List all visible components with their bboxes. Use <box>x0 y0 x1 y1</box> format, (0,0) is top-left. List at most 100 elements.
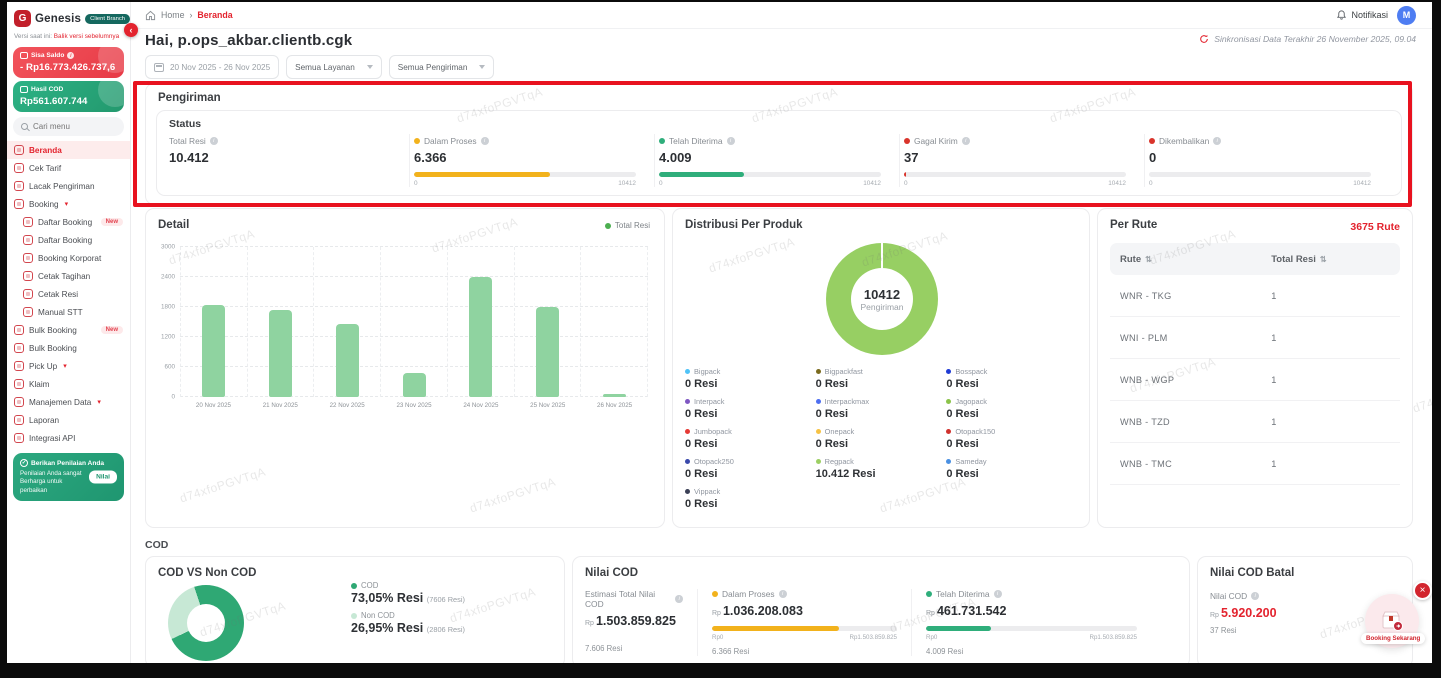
product-name: Bigpackfast <box>824 367 863 376</box>
table-row[interactable]: WNR - TKG 1 <box>1110 275 1400 317</box>
scale-max: Rp1.503.859.825 <box>1089 634 1137 641</box>
hasil-cod-card[interactable]: Hasil COD Rp561.607.744 <box>13 81 124 112</box>
notification-button[interactable]: Notifikasi <box>1336 9 1388 21</box>
nilai-progress-fill <box>712 626 840 631</box>
stat-progress-fill <box>414 172 550 177</box>
col-total-resi: Total Resi <box>1271 253 1316 265</box>
sidebar-item-pick-up-12[interactable]: Pick Up ▾ <box>7 357 130 375</box>
hasil-cod-label: Hasil COD <box>31 86 64 93</box>
legend-dot <box>604 222 611 229</box>
total-resi-cell: 1 <box>1271 332 1277 343</box>
cod-vs-noncod-card: COD VS Non COD COD 73,05% Resi (7606 Res… <box>145 556 565 663</box>
table-row[interactable]: WNB - TMC 1 <box>1110 443 1400 485</box>
status-dot <box>904 138 910 144</box>
sidebar-item-label: Laporan <box>29 415 60 425</box>
sidebar-item-integrasi-api-16[interactable]: Integrasi API <box>7 429 130 447</box>
pick-up-icon <box>14 361 24 371</box>
detail-chart-card: Detail Total Resi 0 600 1200 1800 2400 3000 2… <box>145 208 665 528</box>
donut-center-label: Pengiriman <box>860 301 904 312</box>
currency-prefix: Rp <box>712 610 721 617</box>
sidebar-item-booking-3[interactable]: Booking ▾ <box>7 195 130 213</box>
product-name-row: Otopack250 <box>685 457 816 466</box>
sidebar-collapse-button[interactable]: ‹ <box>124 23 138 37</box>
sidebar-item-label: Daftar Booking <box>38 217 93 227</box>
cod-label: COD <box>361 581 379 590</box>
sort-icon[interactable]: ⇅ <box>1319 254 1327 264</box>
rollback-version-link[interactable]: Balik versi sebelumnya <box>53 33 120 40</box>
product-dot <box>815 459 821 464</box>
table-row[interactable]: WNB - WGP 1 <box>1110 359 1400 401</box>
product-name-row: Sameday <box>946 457 1077 466</box>
info-icon[interactable]: i <box>209 137 218 145</box>
sidebar-item-lacak-pengiriman-2[interactable]: Lacak Pengiriman <box>7 177 130 195</box>
sidebar-item-bulk-booking-11[interactable]: Bulk Booking <box>7 339 130 357</box>
nilai-amount: Rp 1.036.208.083 <box>712 604 897 618</box>
rating-icon: ✓ <box>20 459 28 467</box>
beranda-icon <box>14 145 24 155</box>
table-row[interactable]: WNB - TZD 1 <box>1110 401 1400 443</box>
info-icon[interactable]: i <box>1251 592 1260 600</box>
nilai-cod-card: Nilai COD Estimasi Total Nilai COD i Rp 1.5… <box>572 556 1190 663</box>
table-row[interactable]: WNI - PLM 1 <box>1110 317 1400 359</box>
sidebar-item-beranda-0[interactable]: Beranda <box>7 141 130 159</box>
sidebar-item-cek-tarif-1[interactable]: Cek Tarif <box>7 159 130 177</box>
sidebar-item-cetak-tagihan-7[interactable]: Cetak Tagihan <box>7 267 130 285</box>
client-branch-badge: Client Branch <box>85 13 130 24</box>
sidebar-item-klaim-13[interactable]: Klaim <box>7 375 130 393</box>
info-icon[interactable]: i <box>726 137 735 145</box>
status-stat-telah-diterima: Telah Diterima i 4.009 0 10412 <box>655 134 900 187</box>
cod-legend: COD 73,05% Resi (7606 Resi) Non COD 26,9… <box>351 581 465 641</box>
nilai-resi-count: 6.366 Resi <box>712 647 750 656</box>
info-icon[interactable]: i <box>993 590 1002 598</box>
stat-head: Dikembalikan i <box>1149 136 1371 146</box>
info-icon[interactable]: i <box>778 590 787 598</box>
search-input[interactable] <box>33 122 113 131</box>
gridline: 600 <box>164 364 648 371</box>
noncod-label: Non COD <box>361 611 395 620</box>
scale-min: Rp0 <box>926 634 938 641</box>
status-dot <box>1149 138 1155 144</box>
shipment-select[interactable]: Semua Pengiriman <box>388 55 495 79</box>
product-dot <box>815 399 821 404</box>
sidebar-item-bulk-booking-10[interactable]: Bulk Booking New <box>7 321 130 339</box>
total-resi-cell: 1 <box>1271 458 1277 469</box>
nilai-col-label: Estimasi Total Nilai COD <box>585 589 656 609</box>
sidebar-item-daftar-booking-5[interactable]: Daftar Booking <box>7 231 130 249</box>
cod-count: (7606 Resi) <box>426 595 465 604</box>
x-axis-label: 26 Nov 2025 <box>597 402 633 409</box>
avatar[interactable]: M <box>1397 5 1416 25</box>
sidebar-item-manajemen-data-14[interactable]: Manajemen Data ▾ <box>7 393 130 411</box>
service-select[interactable]: Semua Layanan <box>286 55 382 79</box>
sync-text: Sinkronisasi Data Terakhir 26 November 2… <box>1214 34 1416 44</box>
sidebar-item-booking-korporat-6[interactable]: Booking Korporat <box>7 249 130 267</box>
sort-icon[interactable]: ⇅ <box>1145 254 1152 264</box>
x-axis-label: 25 Nov 2025 <box>530 402 566 409</box>
breadcrumb-separator: › <box>189 10 193 20</box>
product-value: 0 Resi <box>685 498 718 510</box>
saldo-value: - Rp16.773.426.737,6 <box>20 62 116 73</box>
sidebar-item-cetak-resi-8[interactable]: Cetak Resi <box>7 285 130 303</box>
breadcrumb-home[interactable]: Home <box>161 10 185 20</box>
info-icon[interactable]: i <box>675 595 683 603</box>
close-icon[interactable]: × <box>1413 581 1432 600</box>
bar-21-nov-2025 <box>269 310 293 397</box>
date-range-picker[interactable]: 20 Nov 2025 - 26 Nov 2025 <box>145 55 280 79</box>
rute-total-badge[interactable]: 3675 Rute <box>1350 221 1400 233</box>
stat-progress-track <box>904 172 1126 177</box>
sidebar-item-manual-stt-9[interactable]: Manual STT <box>7 303 130 321</box>
bulk-booking-icon <box>14 343 24 353</box>
info-icon[interactable]: i <box>1213 137 1222 145</box>
daftar-booking-icon <box>23 235 33 245</box>
rate-button[interactable]: Nilai <box>89 470 117 484</box>
info-icon[interactable]: i <box>67 52 75 59</box>
breadcrumb-current: Beranda <box>197 10 233 20</box>
info-icon[interactable]: i <box>961 137 970 145</box>
sidebar-item-laporan-15[interactable]: Laporan <box>7 411 130 429</box>
bar-24-nov-2025 <box>469 276 493 397</box>
product-value: 0 Resi <box>946 438 979 450</box>
menu-search[interactable] <box>13 117 124 136</box>
sidebar-item-daftar-booking-4[interactable]: Daftar Booking New <box>7 213 130 231</box>
product-name: Otopack250 <box>694 457 734 466</box>
saldo-card[interactable]: Sisa Saldo i - Rp16.773.426.737,6 <box>13 47 124 78</box>
info-icon[interactable]: i <box>480 137 489 145</box>
